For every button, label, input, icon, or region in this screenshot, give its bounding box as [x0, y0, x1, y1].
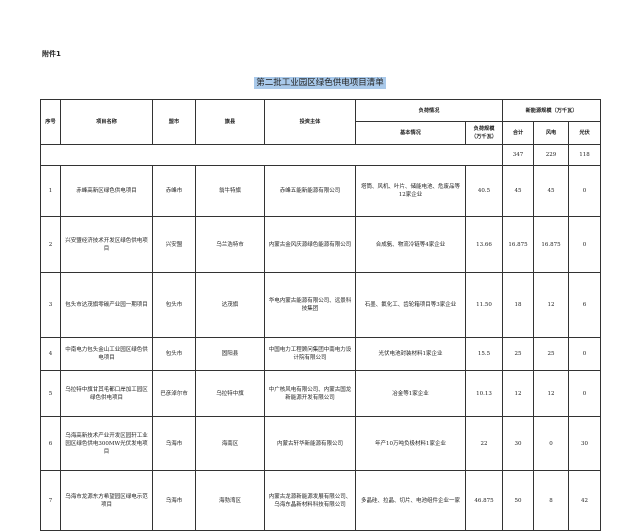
cell-total: 50: [502, 470, 535, 531]
cell-name: 兴安盟经济技术开发区绿色供电项目: [60, 216, 153, 273]
cell-wind: 12: [533, 272, 570, 338]
header-seq: 序号: [40, 99, 61, 145]
cell-wind: 0: [533, 416, 570, 471]
cell-solar: 6: [568, 272, 602, 338]
cell-investor: 内蒙古轩华新能源有限公司: [264, 416, 356, 471]
header-load: 负荷情况: [354, 99, 504, 122]
cell-investor: 华电内蒙古能源有限公司、远景科技集团: [264, 272, 356, 338]
cell-basic: 合成氨、物流冷链等4家企业: [355, 216, 466, 273]
cell-investor: 内蒙古龙源新能源发展有限公司、乌海东晶新材料科技有限公司: [264, 470, 356, 531]
cell-solar: 0: [568, 370, 602, 417]
cell-county: 翁牛特旗: [195, 165, 265, 217]
cell-wind: 45: [533, 165, 570, 217]
cell-solar: 30: [568, 416, 602, 471]
cell-name: 中南电力包头金山工业园区绿色供电项目: [60, 337, 153, 371]
cell-county: 乌拉特中旗: [195, 370, 265, 417]
cell-solar: 0: [568, 337, 602, 371]
cell-seq: 7: [40, 470, 61, 531]
cell-county: 固阳县: [195, 337, 265, 371]
cell-basic: 年产10万吨负极材料1家企业: [355, 416, 466, 471]
table-row: 6 乌海高新技术产业开发区园轩工业园区绿色供电300MW光伏发电项目 乌海市 海南区内…: [40, 416, 602, 471]
cell-basic: 多晶硅、拉晶、切片、电池组件企业一家: [355, 470, 466, 531]
cell-basic: 石墨、氟化工、齿轮箱项目等3家企业: [355, 272, 466, 338]
cell-name: 乌拉特中旗甘其毛都口岸加工园区绿色供电项目: [60, 370, 153, 417]
header-total: 合计: [502, 121, 535, 145]
header-solar: 光伏: [568, 121, 602, 145]
cell-wind: 16.875: [533, 216, 570, 273]
cell-seq: 1: [40, 165, 61, 217]
cell-total: 16.875: [502, 216, 535, 273]
table-row: 3 包头市达茂旗零碳产业园一期项目 包头市 达茂旗 华电内蒙古能源有限公司、远景科技集团…: [40, 272, 602, 338]
document-title: 第二批工业园区绿色供电项目清单: [0, 76, 640, 89]
header-county: 旗县: [195, 99, 265, 145]
cell-wind: 8: [533, 470, 570, 531]
cell-total: 45: [502, 165, 535, 217]
cell-load: 15.5: [464, 337, 504, 371]
cell-county: 乌兰浩特市: [195, 216, 265, 273]
cell-total: 12: [502, 370, 535, 417]
attachment-label: 附件1: [42, 50, 61, 58]
cell-solar: 0: [568, 216, 602, 273]
cell-investor: 中广核风电有限公司、内蒙古国龙新能源开发有限公司: [264, 370, 356, 417]
header-city: 盟市: [152, 99, 196, 145]
cell-county: 海勃湾区: [195, 470, 265, 531]
header-investor: 投资主体: [264, 99, 356, 145]
title-text[interactable]: 第二批工业园区绿色供电项目清单: [254, 77, 386, 89]
cell-total: 18: [502, 272, 535, 338]
cell-load: 40.5: [464, 165, 504, 217]
cell-city: 乌海市: [152, 470, 196, 531]
cell-county: 海南区: [195, 416, 265, 471]
table-row: 5 乌拉特中旗甘其毛都口岸加工园区绿色供电项目 巴彦淖尔市 乌拉特中旗 中广核风电有限公…: [40, 370, 602, 417]
cell-name: 乌海市龙源东方希望园区绿电示范项目: [60, 470, 153, 531]
header-name: 项目名称: [60, 99, 153, 145]
cell-total: 25: [502, 337, 535, 371]
totals-solar: 118: [568, 144, 602, 166]
header-new-energy: 新能源规模（万千瓦）: [502, 99, 602, 122]
cell-name: 赤峰高新区绿色供电项目: [60, 165, 153, 217]
cell-city: 包头市: [152, 337, 196, 371]
cell-basic: 冶金等1家企业: [355, 370, 466, 417]
cell-wind: 12: [533, 370, 570, 417]
cell-seq: 6: [40, 416, 61, 471]
table-row: 1 赤峰高新区绿色供电项目 赤峰市 翁牛特旗 赤峰五能新能源有限公司 塔筒、风机、叶片、储…: [40, 165, 602, 217]
cell-load: 22: [464, 416, 504, 471]
totals-total: 347: [502, 144, 535, 166]
cell-load: 13.66: [464, 216, 504, 273]
cell-seq: 4: [40, 337, 61, 371]
cell-load: 10.13: [464, 370, 504, 417]
cell-name: 乌海高新技术产业开发区园轩工业园区绿色供电300MW光伏发电项目: [60, 416, 153, 471]
cell-seq: 5: [40, 370, 61, 417]
cell-total: 30: [502, 416, 535, 471]
header-wind: 风电: [533, 121, 570, 145]
cell-city: 巴彦淖尔市: [152, 370, 196, 417]
cell-wind: 25: [533, 337, 570, 371]
header-load-basic: 基本情况: [355, 121, 466, 145]
table-row: 2 兴安盟经济技术开发区绿色供电项目 兴安盟 乌兰浩特市 内蒙古金风庆源绿色能源有限公司…: [40, 216, 602, 273]
cell-investor: 赤峰五能新能源有限公司: [264, 165, 356, 217]
cell-solar: 0: [568, 165, 602, 217]
cell-county: 达茂旗: [195, 272, 265, 338]
cell-city: 兴安盟: [152, 216, 196, 273]
cell-load: 11.50: [464, 272, 504, 338]
cell-seq: 3: [40, 272, 61, 338]
table-row: 4 中南电力包头金山工业园区绿色供电项目 包头市 固阳县 中国电力工程顾问集团中南电力设…: [40, 337, 602, 371]
cell-basic: 塔筒、风机、叶片、储能电池、危废品等12家企业: [355, 165, 466, 217]
cell-investor: 内蒙古金风庆源绿色能源有限公司: [264, 216, 356, 273]
cell-city: 包头市: [152, 272, 196, 338]
cell-basic: 光伏电池封装材料1家企业: [355, 337, 466, 371]
totals-blank: [39, 144, 504, 166]
table-row: 7 乌海市龙源东方希望园区绿电示范项目 乌海市 海勃湾区 内蒙古龙源新能源发展有限公司、…: [40, 470, 602, 531]
cell-city: 乌海市: [152, 416, 196, 471]
cell-solar: 42: [568, 470, 602, 531]
totals-wind: 229: [533, 144, 570, 166]
cell-investor: 中国电力工程顾问集团中南电力设计院有限公司: [264, 337, 356, 371]
totals-row: 347 229 118: [39, 144, 602, 166]
cell-seq: 2: [40, 216, 61, 273]
cell-city: 赤峰市: [152, 165, 196, 217]
cell-name: 包头市达茂旗零碳产业园一期项目: [60, 272, 153, 338]
header-load-scale: 负荷规模（万千瓦）: [464, 121, 504, 145]
cell-load: 46.875: [464, 470, 504, 531]
project-table: 序号 项目名称 盟市 旗县 投资主体 负荷情况 新能源规模（万千瓦） 基本情况 …: [39, 99, 602, 531]
